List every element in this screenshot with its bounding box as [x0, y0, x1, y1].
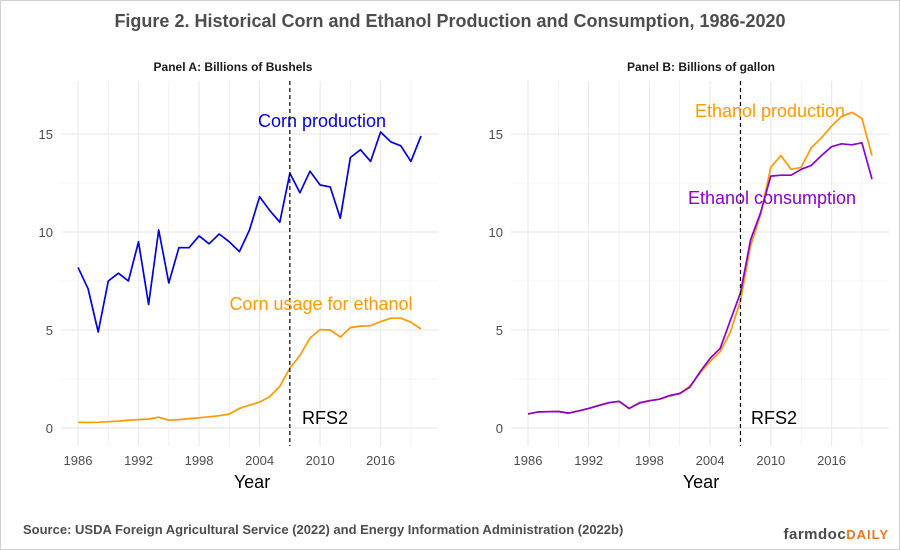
series-line-ethanol-consumption	[527, 141, 873, 415]
y-tick-label: 5	[496, 323, 503, 338]
y-tick-label: 15	[39, 127, 53, 142]
series-line-corn-production	[77, 131, 422, 333]
x-tick-label: 2004	[245, 453, 274, 468]
farmdoc-daily-logo: farmdocDAILY	[784, 526, 890, 543]
figure-title: Figure 2. Historical Corn and Ethanol Pr…	[114, 11, 786, 31]
corn-usage-for-ethanol-label: Corn usage for ethanol	[229, 294, 412, 314]
y-tick-label: 0	[496, 421, 503, 436]
panel-b-tick-labels: 1986 1992 1998 2004 2010 2016 0 5 10 15	[489, 127, 846, 468]
series-line-corn-usage-for-ethanol	[77, 317, 422, 424]
x-tick-label: 2010	[306, 453, 335, 468]
x-tick-label: 2016	[366, 453, 395, 468]
brand-accent: DAILY	[846, 527, 889, 542]
x-tick-label: 1986	[64, 453, 93, 468]
panel-a-tick-labels: 1986 1992 1998 2004 2010 2016 0 5 10 15	[39, 127, 396, 468]
x-tick-label: 1986	[514, 453, 543, 468]
x-tick-label: 1992	[574, 453, 603, 468]
panel-a-rfs2-label: RFS2	[302, 408, 348, 428]
panel-a-grid	[61, 81, 438, 446]
y-tick-label: 0	[46, 421, 53, 436]
y-tick-label: 15	[489, 127, 503, 142]
panel-a-title: Panel A: Billions of Bushels	[154, 60, 313, 74]
y-tick-label: 10	[489, 225, 503, 240]
panel-b-rfs2-label: RFS2	[751, 408, 797, 428]
ethanol-production-label: Ethanol production	[695, 101, 845, 121]
x-tick-label: 2010	[756, 453, 785, 468]
panel-b-title: Panel B: Billions of gallon	[627, 60, 775, 74]
panel-b: Panel B: Billions of gallon 1986 1992 1998…	[489, 60, 889, 492]
x-tick-label: 2004	[696, 453, 725, 468]
corn-production-label: Corn production	[258, 111, 386, 131]
panel-b-grid	[511, 81, 889, 446]
panel-a-x-axis-label: Year	[234, 472, 270, 492]
y-tick-label: 10	[39, 225, 53, 240]
panel-a-series	[77, 81, 422, 446]
panel-b-x-axis-label: Year	[683, 472, 719, 492]
panel-a: Panel A: Billions of Bushels 1986 1992 199…	[39, 60, 438, 492]
ethanol-consumption-label: Ethanol consumption	[688, 188, 856, 208]
panel-b-series	[527, 81, 873, 446]
y-tick-label: 5	[46, 323, 53, 338]
source-note: Source: USDA Foreign Agricultural Servic…	[23, 522, 624, 537]
x-tick-label: 1998	[185, 453, 214, 468]
x-tick-label: 1998	[635, 453, 664, 468]
x-tick-label: 2016	[817, 453, 846, 468]
brand-main: farmdoc	[783, 526, 847, 543]
x-tick-label: 1992	[124, 453, 153, 468]
